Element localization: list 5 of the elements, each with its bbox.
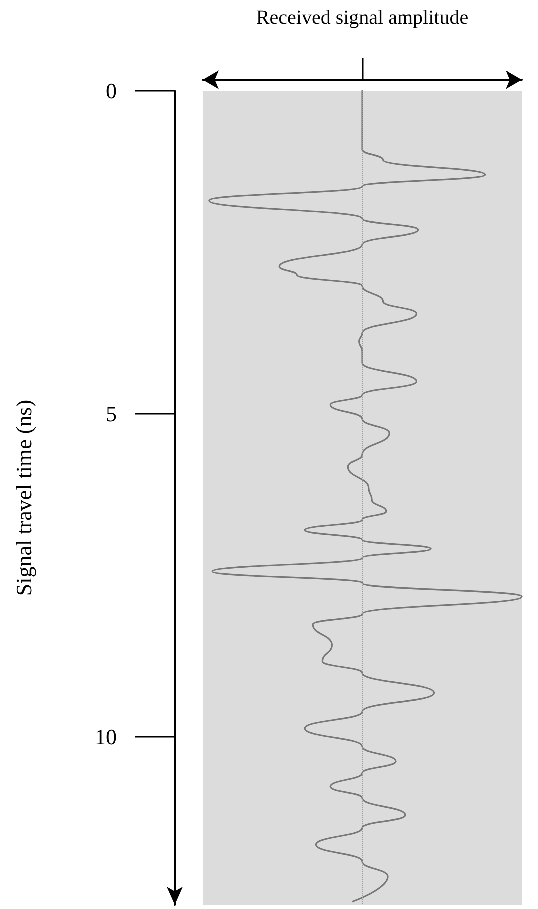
y-tick-label: 10 (95, 724, 117, 750)
y-tick-label: 5 (106, 402, 117, 427)
y-tick-label: 0 (106, 78, 117, 104)
x-axis-title: Received signal amplitude (256, 7, 469, 29)
y-axis-title: Signal travel time (ns) (12, 400, 36, 596)
